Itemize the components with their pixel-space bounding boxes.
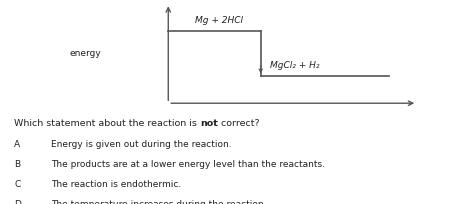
Text: C: C [14, 180, 20, 189]
Text: Mg + 2HCl: Mg + 2HCl [195, 16, 243, 25]
Text: The products are at a lower energy level than the reactants.: The products are at a lower energy level… [51, 160, 325, 169]
Text: not: not [200, 119, 218, 128]
Text: D: D [14, 200, 21, 204]
Text: energy: energy [70, 49, 101, 58]
Text: Energy is given out during the reaction.: Energy is given out during the reaction. [51, 140, 232, 149]
Text: Which statement about the reaction is: Which statement about the reaction is [14, 119, 200, 128]
Text: correct?: correct? [218, 119, 259, 128]
Text: A: A [14, 140, 20, 149]
Text: The temperature increases during the reaction.: The temperature increases during the rea… [51, 200, 267, 204]
Text: MgCl₂ + H₂: MgCl₂ + H₂ [270, 61, 319, 70]
Text: The reaction is endothermic.: The reaction is endothermic. [51, 180, 182, 189]
Text: B: B [14, 160, 20, 169]
